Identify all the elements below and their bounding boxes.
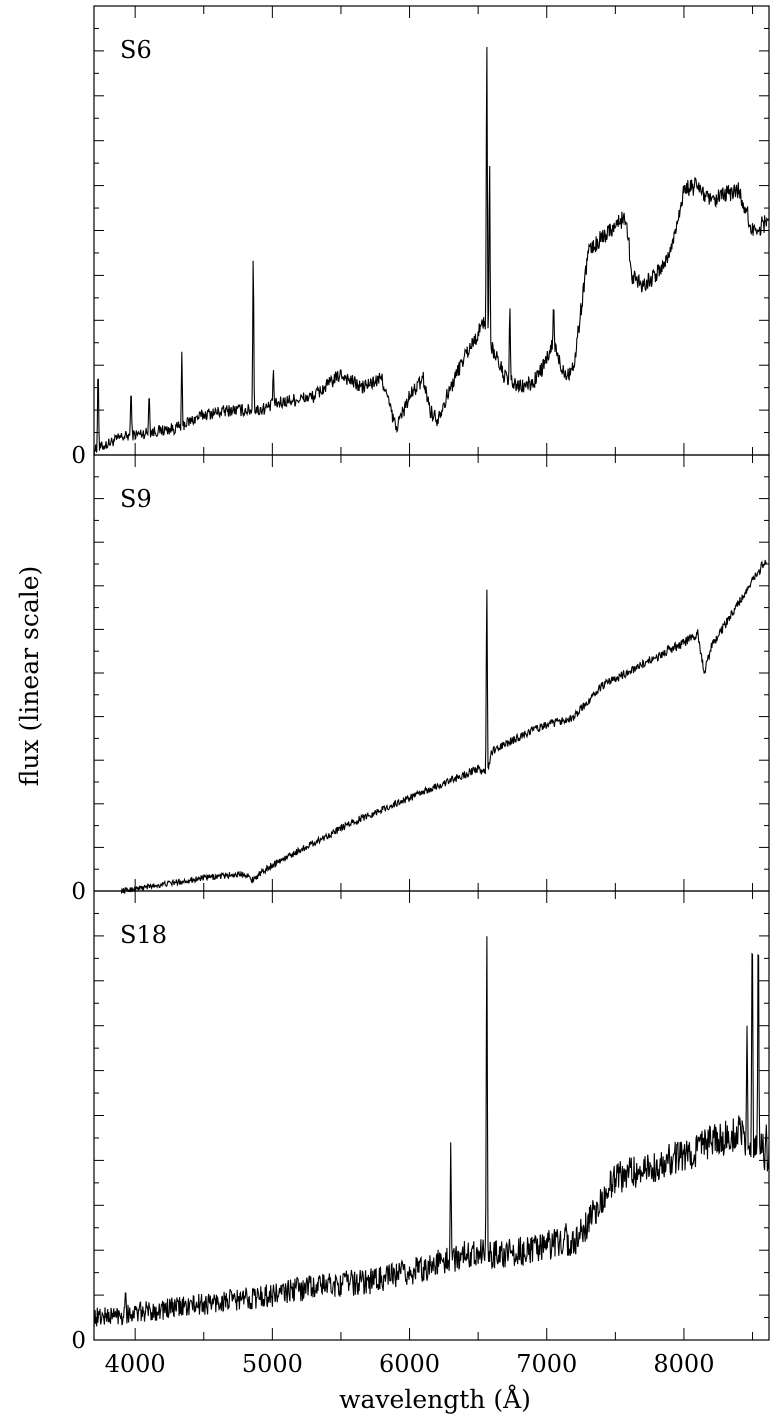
x-tick-label: 5000 bbox=[242, 1350, 303, 1378]
x-tick-label: 7000 bbox=[516, 1350, 577, 1378]
x-tick-label: 8000 bbox=[653, 1350, 714, 1378]
x-axis-title: wavelength (Å) bbox=[339, 1384, 531, 1414]
spectrum-line bbox=[120, 559, 767, 895]
panel-frame bbox=[93, 5, 770, 456]
y-tick-label-zero: 0 bbox=[71, 1328, 86, 1354]
y-tick-label-zero: 0 bbox=[71, 443, 86, 469]
panels-group: 0 S6 0 S9 0 S18 4000 5000 6000 7000 8000 bbox=[71, 5, 770, 1378]
panel-label: S6 bbox=[120, 36, 152, 64]
x-tick-label: 4000 bbox=[105, 1350, 166, 1378]
y-tick-label-zero: 0 bbox=[71, 879, 86, 905]
x-tick-label: 6000 bbox=[379, 1350, 440, 1378]
y-axis-title: flux (linear scale) bbox=[15, 566, 44, 787]
panel-s6: 0 S6 bbox=[71, 5, 770, 469]
panel-label: S9 bbox=[120, 485, 152, 513]
spectrum-line bbox=[93, 936, 770, 1327]
panel-frame bbox=[93, 454, 770, 892]
panel-s9: 0 S9 bbox=[71, 454, 770, 905]
panel-label: S18 bbox=[120, 921, 167, 949]
spectrum-line bbox=[93, 46, 770, 456]
panel-s18: 0 S18 bbox=[71, 890, 770, 1354]
